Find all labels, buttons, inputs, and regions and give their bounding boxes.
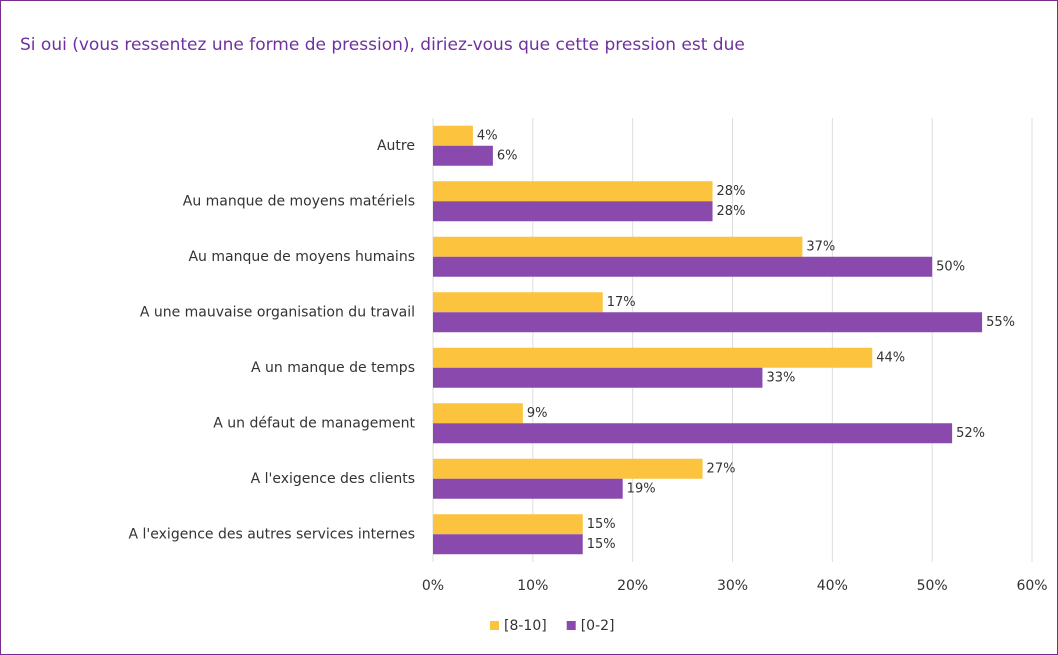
y-tick-label: Au manque de moyens matériels	[183, 193, 415, 209]
y-tick-label: A l'exigence des clients	[251, 471, 415, 487]
bar	[433, 145, 493, 166]
bar	[433, 458, 703, 479]
bar	[433, 403, 523, 424]
bar	[433, 514, 583, 535]
x-tick-label: 60%	[1016, 578, 1047, 594]
bar	[433, 292, 603, 313]
value-label: 27%	[707, 461, 736, 476]
x-tick-label: 40%	[817, 578, 848, 594]
x-tick-label: 30%	[717, 578, 748, 594]
bar	[433, 534, 583, 555]
value-label: 9%	[527, 406, 548, 421]
bar	[433, 312, 983, 333]
value-label: 15%	[587, 517, 616, 532]
value-label: 17%	[607, 295, 636, 310]
value-label: 50%	[936, 259, 965, 274]
legend-swatch	[566, 621, 576, 630]
x-tick-label: 50%	[917, 578, 948, 594]
bar	[433, 478, 623, 499]
value-label: 28%	[717, 184, 746, 199]
bar	[433, 181, 713, 202]
value-label: 44%	[876, 350, 905, 365]
y-tick-label: Au manque de moyens humains	[188, 249, 415, 265]
y-tick-label: A une mauvaise organisation du travail	[140, 304, 415, 320]
y-tick-label: A un manque de temps	[251, 360, 415, 376]
bar	[433, 125, 473, 146]
x-tick-label: 0%	[422, 578, 444, 594]
bar	[433, 201, 713, 222]
bar	[433, 347, 873, 368]
value-label: 4%	[477, 128, 498, 143]
value-label: 19%	[627, 481, 656, 496]
value-label: 28%	[717, 204, 746, 219]
y-tick-label: A un défaut de management	[213, 415, 415, 431]
legend-swatch	[490, 621, 499, 630]
legend-label: [8-10]	[504, 618, 547, 634]
value-label: 15%	[587, 537, 616, 552]
x-tick-label: 10%	[517, 578, 548, 594]
bar	[433, 236, 803, 257]
value-label: 6%	[497, 148, 518, 163]
value-label: 55%	[986, 315, 1015, 330]
x-tick-label: 20%	[617, 578, 648, 594]
bar	[433, 423, 953, 444]
chart-title: Si oui (vous ressentez une forme de pres…	[20, 35, 745, 55]
bar	[433, 367, 763, 388]
bar	[433, 256, 933, 277]
y-tick-label: Autre	[377, 138, 415, 154]
value-label: 52%	[956, 426, 985, 441]
value-label: 37%	[806, 239, 835, 254]
value-label: 33%	[766, 370, 795, 385]
y-tick-label: A l'exigence des autres services interne…	[129, 526, 415, 542]
legend-label: [0-2]	[581, 618, 615, 634]
